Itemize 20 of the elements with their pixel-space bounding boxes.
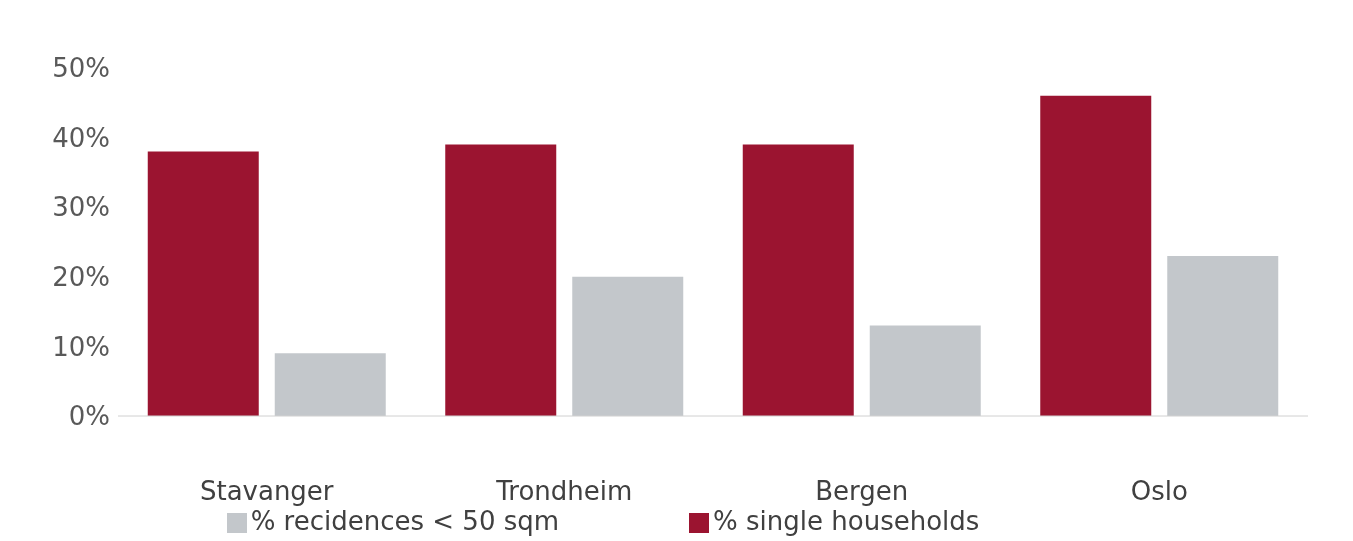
x-tick-label: Stavanger xyxy=(199,476,334,507)
legend-label: % single households xyxy=(713,506,980,536)
legend-label: % recidences < 50 sqm xyxy=(250,506,560,536)
bar xyxy=(742,144,854,416)
y-tick-label: 50% xyxy=(52,53,110,84)
x-tick-label: Trondheim xyxy=(495,476,633,507)
bar xyxy=(445,144,557,416)
bar xyxy=(572,276,684,416)
bar xyxy=(1167,255,1279,416)
y-tick-label: 20% xyxy=(52,262,110,293)
y-tick-label: 40% xyxy=(52,122,110,153)
y-tick-label: 0% xyxy=(68,401,110,432)
x-tick-label: Oslo xyxy=(1130,476,1188,507)
bar xyxy=(274,353,386,416)
y-tick-label: 30% xyxy=(52,192,110,223)
bar xyxy=(869,325,981,416)
bar xyxy=(147,151,259,416)
bar xyxy=(1040,95,1152,416)
x-tick-label: Bergen xyxy=(815,476,909,507)
y-tick-label: 10% xyxy=(52,331,110,362)
